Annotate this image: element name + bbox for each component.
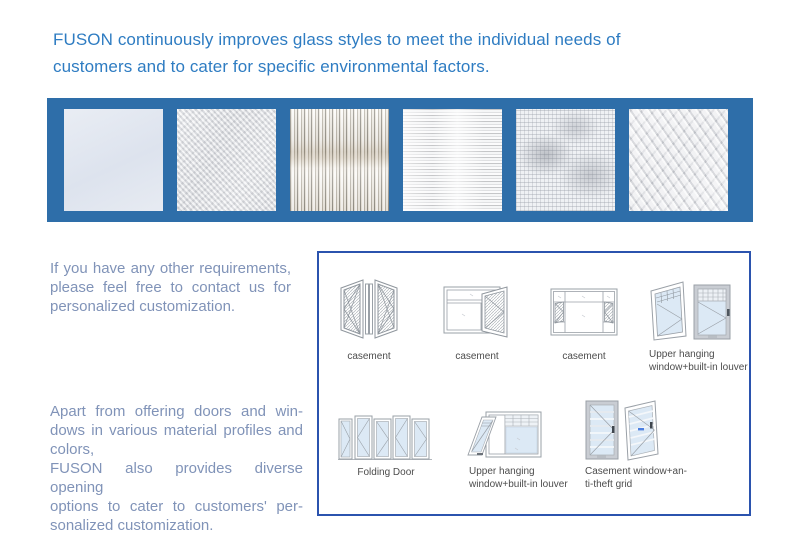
clear-glass-tile <box>64 109 163 211</box>
casement-antitheft-grid-window-icon <box>585 400 659 461</box>
label-line-2: ti-theft grid <box>585 479 633 490</box>
text-line: If you have any other requirements, <box>50 260 291 277</box>
label-line-2: window+built-in louver <box>469 479 568 490</box>
frosted-glass-tile <box>177 109 276 211</box>
upper-hanging-louver-windows-icon <box>650 281 731 341</box>
page-heading: FUSON continuously improves glass styles… <box>53 26 653 80</box>
label-line-1: Upper hanging <box>649 349 715 360</box>
heading-line-2: customers and to cater for specific envi… <box>53 57 490 76</box>
wide-casement-window-icon <box>550 288 618 336</box>
double-casement-window-icon <box>340 279 398 339</box>
label-line-1: Casement window+an- <box>585 466 687 477</box>
text-line: personalized customization. <box>50 298 236 315</box>
label-line-1: Upper hanging <box>469 466 535 477</box>
text-line: please feel free to contact us for <box>50 279 291 296</box>
catalog-item-label: Casement window+an- ti-theft grid <box>585 465 705 491</box>
opening-options-catalog-box: casement casement <box>317 251 751 516</box>
catalog-item-label: casement <box>562 351 606 362</box>
catalog-item <box>336 413 436 461</box>
catalog-item <box>584 399 660 461</box>
catalog-item <box>465 410 543 460</box>
customization-paragraph: Apart from offering doors and win- dows … <box>50 402 303 535</box>
wired-mesh-glass-tile <box>516 109 615 211</box>
glass-samples-banner <box>47 98 753 222</box>
text-line: options to cater to customers' per- <box>50 498 303 515</box>
text-line: sonalized customization. <box>50 517 214 534</box>
catalog-item <box>550 287 618 337</box>
upper-hanging-louver-window-icon <box>467 411 542 458</box>
catalog-item <box>338 277 400 341</box>
catalog-item <box>443 281 511 339</box>
casement-window-transom-icon <box>443 286 508 338</box>
label-line-2: window+built-in louver <box>649 362 748 373</box>
text-line: FUSON also provides diverse opening <box>50 460 303 496</box>
patterned-glass-tile <box>629 109 728 211</box>
reeded-glass-tile <box>290 109 389 211</box>
catalog-item-label: Upper hanging window+built-in louver <box>649 348 749 374</box>
catalog-item-label: Folding Door <box>357 467 415 478</box>
contact-paragraph: If you have any other requirements, plea… <box>50 259 291 316</box>
catalog-item-label: casement <box>347 351 391 362</box>
catalog-item-label: Upper hanging window+built-in louver <box>469 465 579 491</box>
folding-door-icon <box>338 415 432 460</box>
text-line: dows in various material profiles and <box>50 422 303 439</box>
catalog-item <box>648 279 732 341</box>
heading-line-1: FUSON continuously improves glass styles… <box>53 30 621 49</box>
text-line: Apart from offering doors and win- <box>50 403 303 420</box>
text-line: colors, <box>50 441 95 458</box>
catalog-item-label: casement <box>455 351 499 362</box>
satin-brushed-glass-tile <box>403 109 502 211</box>
